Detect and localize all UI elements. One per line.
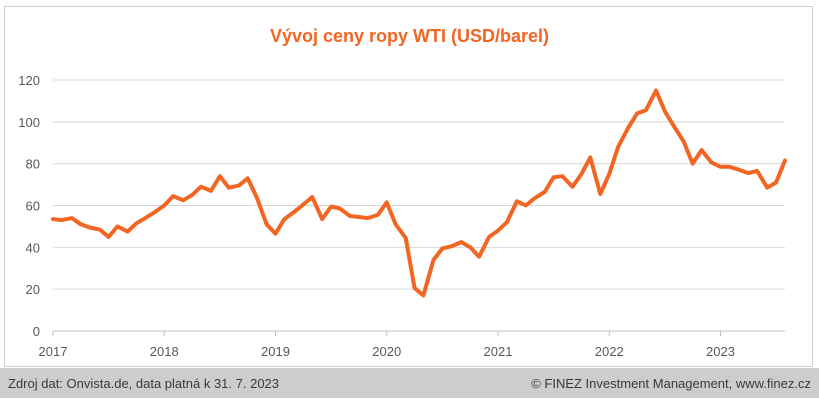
line-chart: 0 20 40 60 80 100 120 2017 2018 2019 2020 2021 2022… <box>18 73 787 359</box>
y-tick-label: 100 <box>18 115 40 130</box>
copyright-note: © FINEZ Investment Management, www.finez… <box>531 376 811 391</box>
x-tick-label: 2019 <box>261 344 290 359</box>
gridlines <box>53 79 785 290</box>
x-tick-label: 2020 <box>372 344 401 359</box>
x-axis-tick-labels: 2017 2018 2019 2020 2021 2022 2023 <box>39 344 735 359</box>
source-note: Zdroj dat: Onvista.de, data platná k 31.… <box>8 376 280 391</box>
chart-frame <box>4 6 813 367</box>
y-tick-label: 60 <box>26 199 40 214</box>
y-tick-label: 120 <box>18 73 40 88</box>
x-tick-label: 2021 <box>484 344 513 359</box>
footer-bar: Zdroj dat: Onvista.de, data platná k 31.… <box>0 368 819 398</box>
y-tick-label: 80 <box>26 157 40 172</box>
y-tick-label: 0 <box>33 324 40 339</box>
x-tick-label: 2018 <box>150 344 179 359</box>
x-tick-label: 2023 <box>706 344 735 359</box>
y-tick-label: 20 <box>26 282 40 297</box>
x-tick-label: 2017 <box>39 344 68 359</box>
series-line <box>51 88 787 298</box>
x-tick-label: 2022 <box>595 344 624 359</box>
series-group <box>51 88 787 298</box>
x-axis <box>52 330 785 336</box>
y-axis-tick-labels: 0 20 40 60 80 100 120 <box>18 73 40 339</box>
y-tick-label: 40 <box>26 240 40 255</box>
chart-title: Vývoj ceny ropy WTI (USD/barel) <box>269 26 550 46</box>
